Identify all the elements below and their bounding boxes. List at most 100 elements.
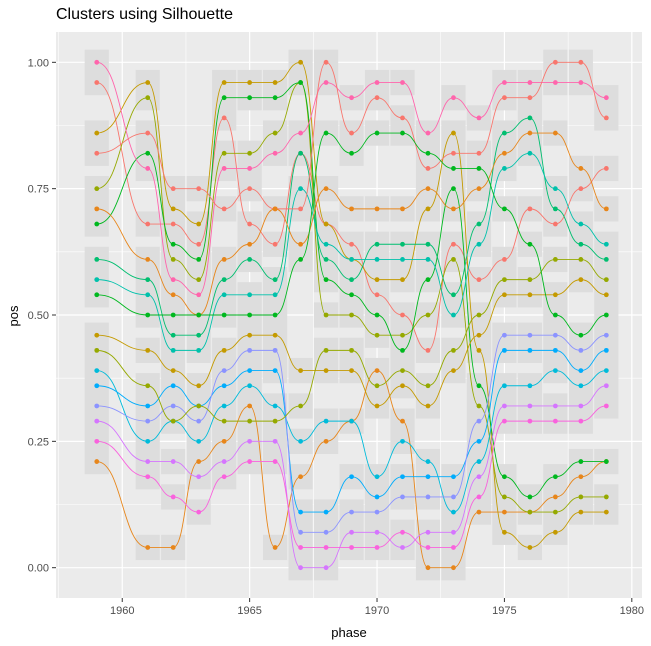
cluster-band bbox=[186, 373, 211, 490]
data-point bbox=[196, 509, 202, 515]
data-point bbox=[502, 347, 507, 353]
data-point bbox=[425, 474, 431, 480]
data-point bbox=[145, 257, 151, 262]
data-point bbox=[451, 529, 456, 535]
data-point bbox=[476, 347, 482, 353]
data-point bbox=[374, 130, 380, 136]
data-point bbox=[221, 80, 227, 85]
data-point bbox=[476, 403, 482, 409]
data-point bbox=[552, 509, 558, 515]
data-point bbox=[400, 418, 405, 424]
data-point bbox=[451, 545, 456, 550]
data-point bbox=[196, 383, 202, 389]
data-point bbox=[527, 403, 533, 409]
data-point bbox=[94, 347, 100, 353]
data-point bbox=[502, 206, 507, 212]
cluster-band bbox=[390, 105, 415, 146]
data-point bbox=[425, 166, 431, 171]
data-point bbox=[272, 241, 278, 247]
data-point bbox=[349, 545, 354, 550]
series-line bbox=[96, 82, 607, 513]
data-point bbox=[400, 130, 405, 136]
data-point bbox=[145, 459, 151, 464]
cluster-band bbox=[313, 49, 339, 96]
data-point bbox=[349, 529, 354, 535]
data-point bbox=[502, 257, 507, 262]
data-point bbox=[578, 403, 584, 409]
data-point bbox=[221, 438, 227, 444]
data-point bbox=[527, 418, 533, 424]
cluster-band bbox=[339, 120, 364, 166]
cluster-band bbox=[186, 211, 211, 364]
data-point bbox=[374, 312, 380, 318]
data-point bbox=[298, 474, 303, 480]
data-point bbox=[552, 368, 558, 373]
data-point bbox=[196, 418, 202, 424]
data-point bbox=[349, 509, 354, 515]
data-point bbox=[247, 80, 253, 85]
data-point bbox=[527, 277, 533, 283]
data-point bbox=[221, 368, 227, 373]
data-point bbox=[400, 529, 405, 535]
data-point bbox=[451, 241, 456, 247]
data-point bbox=[527, 347, 533, 353]
data-point bbox=[94, 277, 100, 283]
data-point bbox=[400, 115, 405, 121]
data-point bbox=[451, 494, 456, 500]
cluster-band bbox=[288, 49, 313, 96]
data-point bbox=[298, 186, 303, 192]
data-point bbox=[400, 347, 405, 353]
data-point bbox=[374, 95, 380, 101]
cluster-band bbox=[263, 120, 288, 166]
data-point bbox=[272, 95, 278, 101]
data-point bbox=[451, 312, 456, 318]
series-line bbox=[96, 61, 607, 296]
data-point bbox=[323, 186, 329, 192]
data-point bbox=[298, 509, 303, 515]
series-points bbox=[94, 59, 609, 571]
data-point bbox=[400, 206, 405, 212]
data-point bbox=[323, 509, 329, 515]
data-point bbox=[170, 368, 176, 373]
data-point bbox=[374, 529, 380, 535]
data-point bbox=[145, 80, 151, 85]
data-point bbox=[94, 150, 100, 156]
data-point bbox=[451, 130, 456, 136]
data-point bbox=[247, 459, 253, 464]
x-tick-label: 1970 bbox=[365, 605, 389, 617]
data-point bbox=[221, 166, 227, 171]
data-point bbox=[451, 95, 456, 101]
data-point bbox=[349, 292, 354, 298]
data-point bbox=[323, 368, 329, 373]
data-point bbox=[349, 347, 354, 353]
data-point bbox=[603, 206, 609, 212]
data-point bbox=[476, 438, 482, 444]
data-point bbox=[425, 545, 431, 550]
data-point bbox=[323, 221, 329, 227]
data-point bbox=[247, 186, 253, 192]
data-point bbox=[527, 130, 533, 136]
data-point bbox=[578, 257, 584, 262]
data-point bbox=[400, 80, 405, 85]
data-point bbox=[323, 347, 329, 353]
data-point bbox=[552, 474, 558, 480]
cluster-band bbox=[517, 322, 542, 364]
data-point bbox=[374, 474, 380, 480]
cluster-band bbox=[492, 69, 517, 111]
data-point bbox=[451, 186, 456, 192]
cluster-band bbox=[517, 266, 542, 308]
data-point bbox=[170, 459, 176, 464]
data-point bbox=[476, 277, 482, 283]
data-point bbox=[400, 438, 405, 444]
data-point bbox=[247, 221, 253, 227]
data-point bbox=[94, 59, 100, 65]
data-point bbox=[247, 241, 253, 247]
axis-ticks: 1960 1965 1970 1975 1980 0.00 0.25 0.50 0.75 1.00 bbox=[28, 57, 644, 617]
chart-title: Clusters using Silhouette bbox=[56, 6, 233, 23]
data-point bbox=[323, 565, 329, 571]
data-point bbox=[578, 418, 584, 424]
cluster-band bbox=[466, 140, 492, 202]
cluster-band bbox=[415, 448, 441, 510]
data-point bbox=[196, 474, 202, 480]
data-point bbox=[578, 80, 584, 85]
